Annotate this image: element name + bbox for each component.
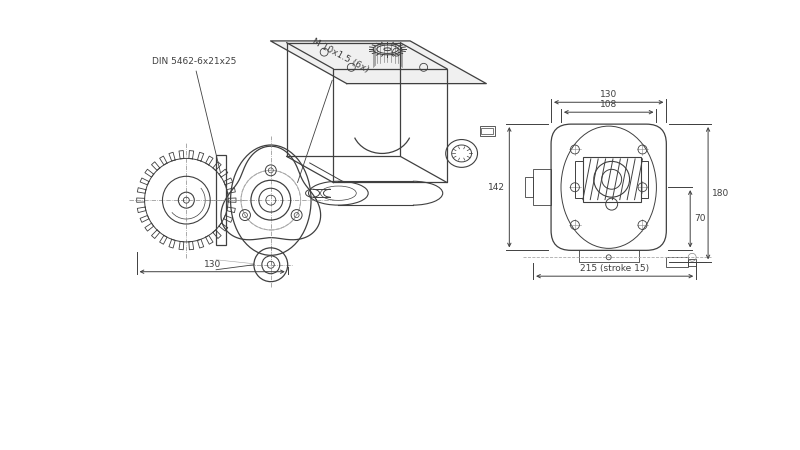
Text: 130: 130 (600, 90, 618, 99)
Polygon shape (270, 41, 486, 84)
Bar (482, 128, 494, 134)
Bar (666, 257, 688, 267)
Bar (641, 161, 649, 198)
Text: DIN 5462-6x21x25: DIN 5462-6x21x25 (151, 57, 236, 173)
Text: 70: 70 (694, 214, 706, 223)
Text: 108: 108 (600, 100, 618, 109)
Bar (579, 250, 638, 262)
Text: 130: 130 (203, 260, 221, 269)
Text: 180: 180 (712, 189, 730, 198)
Text: M 10x1.5 (6x): M 10x1.5 (6x) (298, 37, 370, 183)
Text: 142: 142 (488, 183, 506, 192)
Bar (479, 126, 495, 135)
Bar (526, 177, 533, 197)
Bar (583, 157, 641, 202)
Text: 215 (stroke 15): 215 (stroke 15) (580, 264, 650, 273)
Bar (575, 161, 583, 198)
Bar (533, 169, 551, 205)
Bar (216, 155, 226, 245)
Bar (688, 259, 696, 266)
